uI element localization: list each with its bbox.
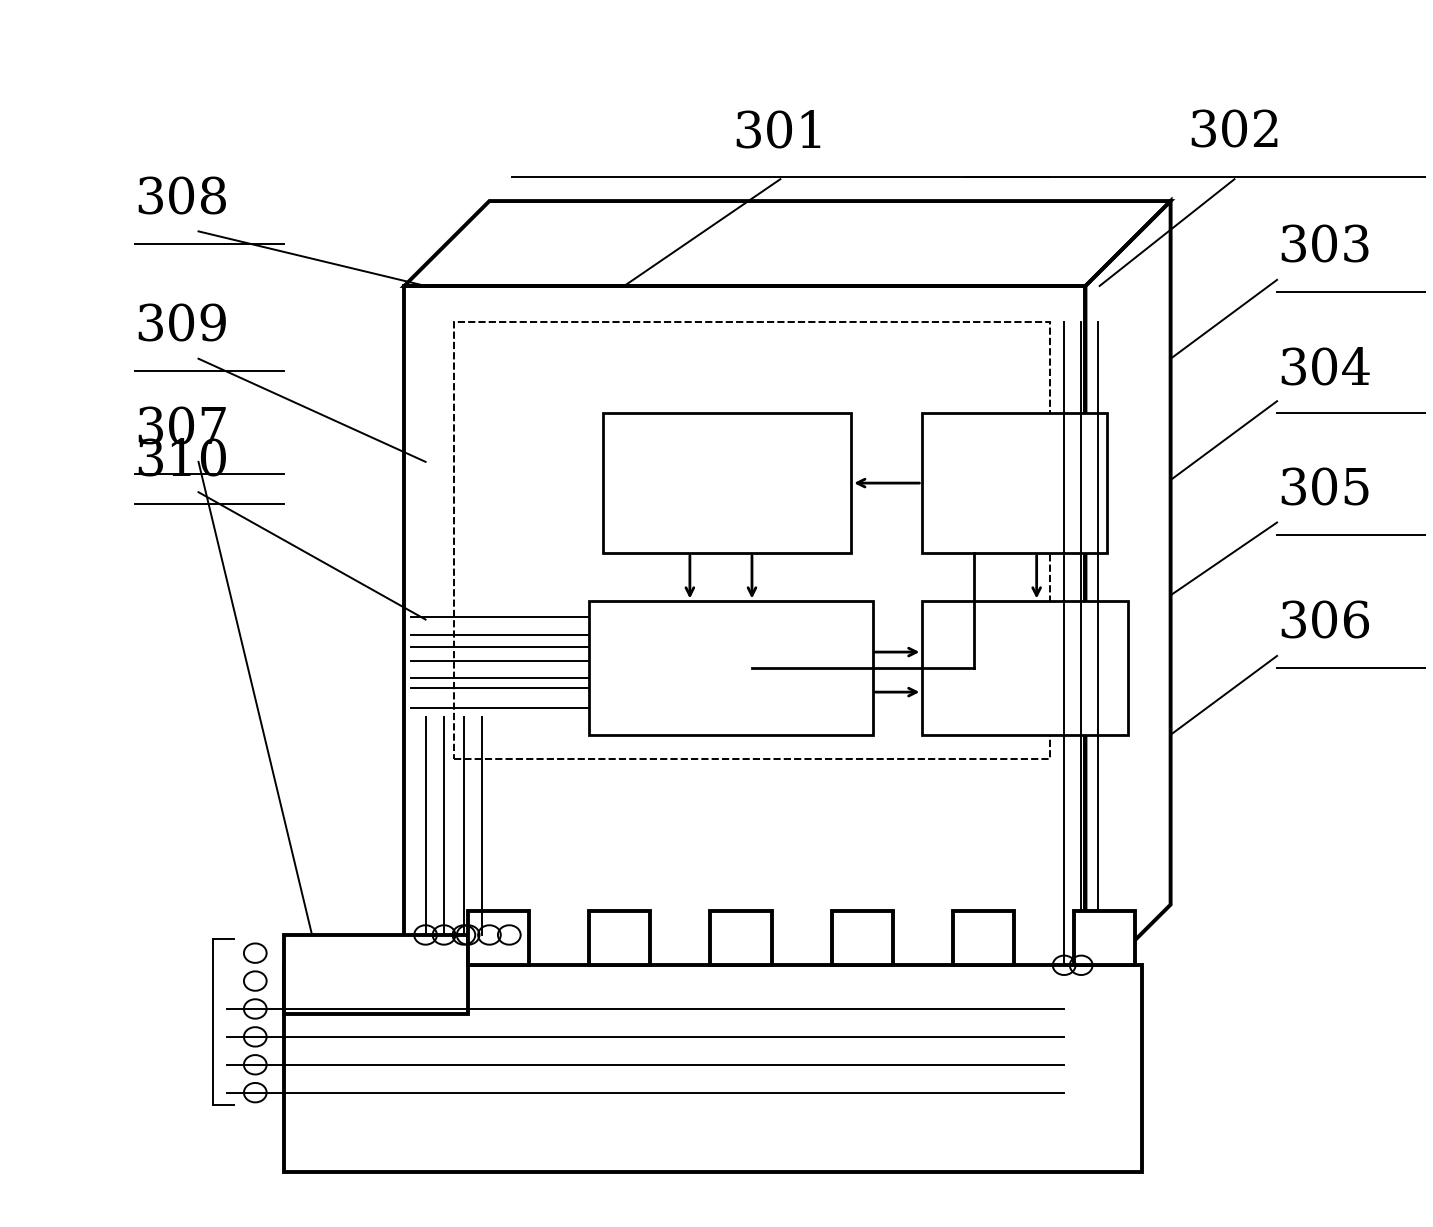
Bar [923,413,1106,553]
Text: 303: 303 [1277,225,1373,274]
Text: 302: 302 [1187,109,1283,158]
Bar [284,966,1142,1172]
Bar [284,935,469,1014]
Bar [469,910,529,966]
Text: 304: 304 [1277,346,1373,395]
Bar [953,910,1015,966]
Text: 308: 308 [135,175,231,226]
Text: 306: 306 [1277,600,1373,650]
Bar [454,323,1050,760]
Bar [831,910,893,966]
Bar [711,910,771,966]
Bar [603,413,851,553]
Text: 301: 301 [732,109,828,158]
Text: 305: 305 [1277,467,1373,517]
Bar [589,601,873,735]
Bar [589,910,651,966]
Text: 307: 307 [135,406,231,455]
Text: 310: 310 [135,437,231,486]
Bar [404,286,1085,989]
Bar [923,601,1128,735]
Bar [1073,910,1135,966]
Text: 309: 309 [135,303,229,352]
